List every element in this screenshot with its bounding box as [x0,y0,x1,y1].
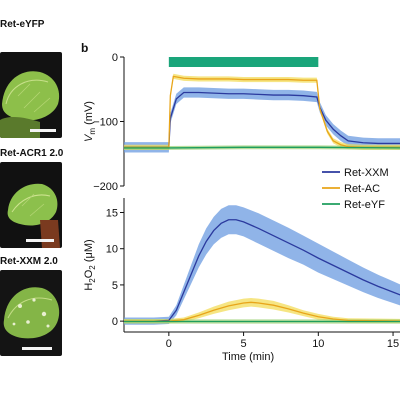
x-axis-label: Time (min) [222,351,274,363]
x-tick-label: 5 [241,338,247,350]
y-tick-label-h2o2: 0 [112,316,118,328]
photo-label-xxm: Ret-XXM 2.0 [0,256,58,267]
scale-bar [26,239,54,242]
panel-a-photos: Ret-eYFP Ret-ACR1 2.0 Ret-XXM 2.0 [0,0,78,400]
y-tick-label-h2o2: 5 [112,280,118,292]
h2o2-line-xxm [124,219,400,322]
y-tick-label-vm: 0 [112,52,118,64]
leaf-photo-acr1 [0,162,62,248]
vm-line-acr [124,75,400,148]
x-tick-label: 10 [312,338,324,350]
legend-label-acr: Ret-AC [344,183,380,195]
x-tick-label: 0 [166,338,172,350]
panel-label-b: b [81,41,89,55]
legend-label-xxm: Ret-XXM [344,167,389,179]
y-tick-label-h2o2: 10 [106,244,118,256]
leaf-photo-eyfp [0,52,62,138]
y-axis-label-h2o2: H2O2 (μM) [83,239,97,290]
legend-label-eyfp: Ret-eYF [344,199,385,211]
y-tick-label-vm: −200 [93,181,118,193]
panel-b-chart: b 0 −100 −200 Vm (mV) 0 5 10 15 0 5 10 15 Time (min)… [78,0,400,400]
h2o2-band-xxm [124,205,400,325]
scale-bar [30,129,56,132]
y-tick-label-h2o2: 15 [106,207,118,219]
h2o2-line-acr [124,301,400,322]
vm-line-xxm [124,91,400,148]
light-stimulus-bar [168,57,319,67]
x-tick-label: 15 [387,338,399,350]
vm-line-eyfp [124,146,400,149]
photo-label-eyfp: Ret-eYFP [0,19,45,30]
y-tick-label-vm: −100 [93,117,118,129]
leaf-photo-xxm [0,270,62,356]
y-axis-label-vm: Vm (mV) [83,101,97,142]
photo-label-acr1: Ret-ACR1 2.0 [0,148,64,159]
scale-bar [22,347,52,350]
chart-svg: 0 −100 −200 Vm (mV) 0 5 10 15 0 5 10 15 Time (min) H2… [83,52,400,363]
